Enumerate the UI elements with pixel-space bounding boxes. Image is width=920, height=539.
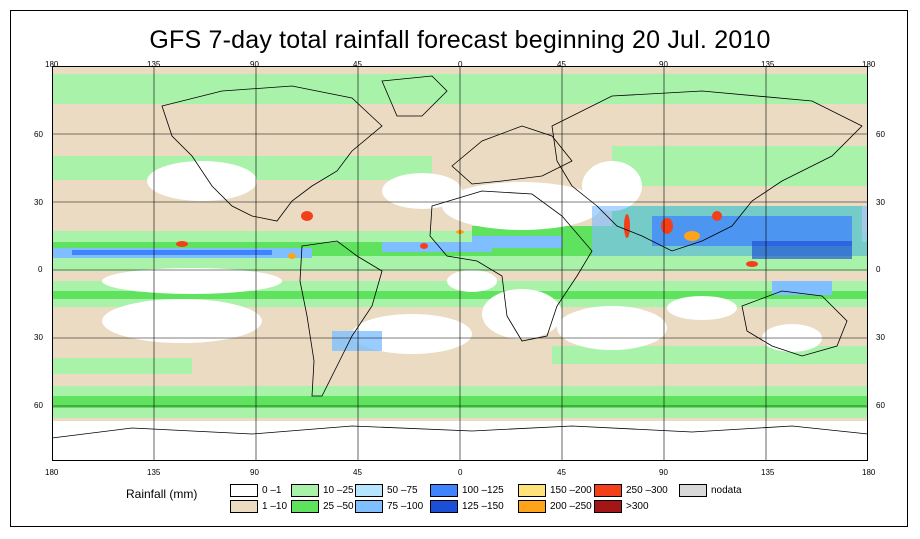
lon-tick-top: 180 [862,60,876,69]
legend-item-label: 1 –10 [262,501,288,512]
north-america-outline [161,85,383,222]
legend-swatch [291,484,319,497]
lat-tick-right: 30 [876,198,885,207]
legend-swatch [430,500,458,513]
legend-swatch [518,500,546,513]
legend-swatch [430,484,458,497]
antarctica-outline [52,425,868,439]
greenland-outline [381,75,448,117]
legend-swatch [355,500,383,513]
lon-tick-bottom: 135 [761,468,775,477]
legend-item-label: 250 –300 [626,485,668,496]
lon-tick-top: 45 [557,60,566,69]
lon-tick-bottom: 180 [45,468,59,477]
lon-tick-bottom: 45 [353,468,362,477]
figure-frame [10,10,908,527]
lat-tick-left: 60 [34,401,43,410]
lon-tick-bottom: 0 [458,468,463,477]
lon-tick-top: 45 [353,60,362,69]
legend-item-label: 100 –125 [462,485,504,496]
lat-tick-left: 30 [34,333,43,342]
lon-tick-top: 0 [458,60,463,69]
legend-item-label: 0 –1 [262,485,282,496]
lat-tick-right: 60 [876,401,885,410]
tropical-rain-belt [52,206,868,351]
legend-item-label: 125 –150 [462,501,504,512]
legend-title: Rainfall (mm) [126,487,198,501]
australia-outline [741,290,848,357]
lon-tick-bottom: 135 [147,468,161,477]
lat-tick-right: 0 [876,265,881,274]
legend-swatch [594,484,622,497]
extreme-rain-spots [176,211,758,267]
lon-tick-top: 135 [147,60,161,69]
legend-item-label: 200 –250 [550,501,592,512]
lon-tick-bottom: 90 [659,468,668,477]
legend-swatch [679,484,707,497]
legend-swatch [291,500,319,513]
lon-tick-bottom: 45 [557,468,566,477]
legend-swatch [594,500,622,513]
lat-tick-right: 30 [876,333,885,342]
legend-item-label: 10 –25 [323,485,354,496]
gridlines [52,66,868,461]
lat-tick-left: 30 [34,198,43,207]
europe-outline [451,125,573,185]
lon-tick-top: 90 [659,60,668,69]
legend-swatch [355,484,383,497]
lat-tick-left: 60 [34,130,43,139]
map-title: GFS 7-day total rainfall forecast beginn… [149,26,771,54]
map-border [52,66,868,461]
continent-outlines [52,75,868,439]
south-america-outline [299,240,383,397]
lon-tick-bottom: 90 [250,468,259,477]
rainfall-map [52,66,868,461]
lat-tick-left: 0 [38,265,43,274]
legend-swatch [230,484,258,497]
lon-tick-top: 90 [250,60,259,69]
lon-tick-top: 180 [45,60,59,69]
africa-outline [429,190,593,342]
legend-item-label: nodata [711,485,742,496]
lat-tick-right: 60 [876,130,885,139]
legend-item-label: 50 –75 [387,485,418,496]
asia-outline [551,90,863,252]
legend-swatch [230,500,258,513]
legend-item-label: 150 –200 [550,485,592,496]
legend-swatch [518,484,546,497]
legend-item-label: 25 –50 [323,501,354,512]
lon-tick-top: 135 [761,60,775,69]
lon-tick-bottom: 180 [862,468,876,477]
legend-item-label: >300 [626,501,649,512]
legend-item-label: 75 –100 [387,501,424,512]
